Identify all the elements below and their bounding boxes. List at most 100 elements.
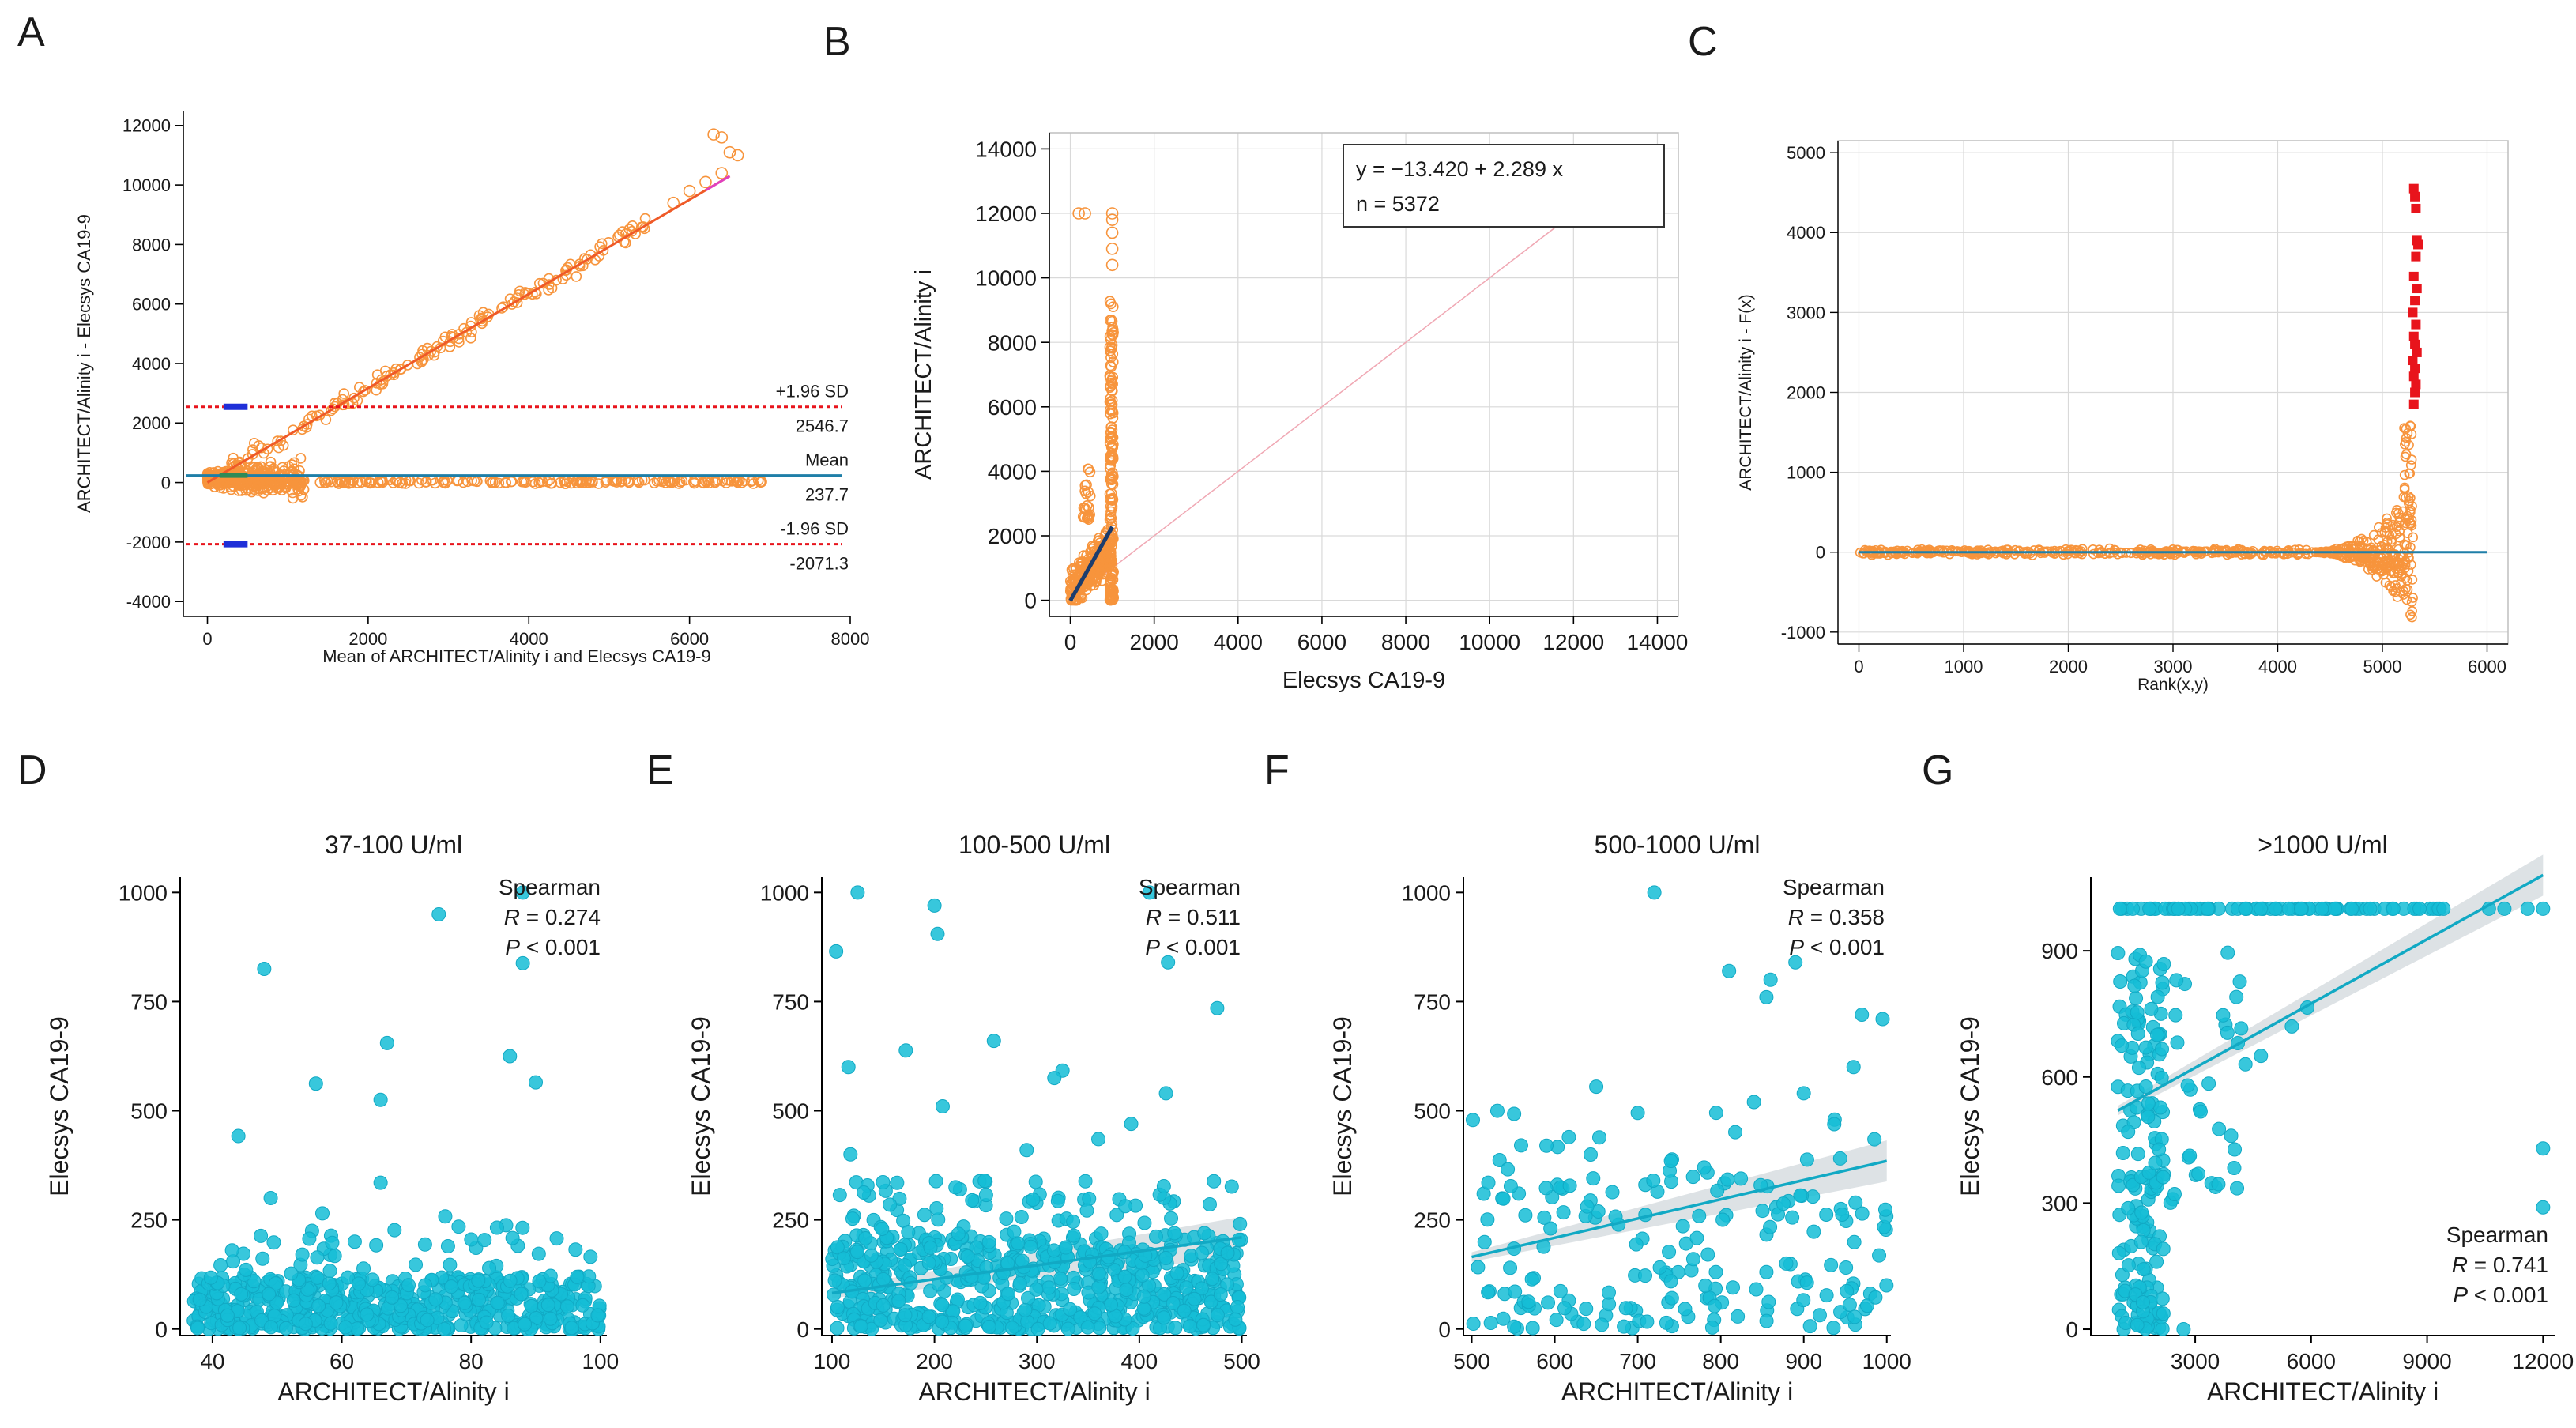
data-point [296, 490, 307, 501]
data-point [373, 1175, 388, 1190]
stats-r-eq: = [520, 905, 545, 929]
x-tick-label: 6000 [670, 629, 709, 649]
data-point [1030, 1321, 1045, 1336]
data-point [1698, 1278, 1713, 1293]
data-point [1166, 1296, 1181, 1311]
data-point [1137, 1215, 1152, 1230]
panel-letter-c: C [1688, 19, 1718, 65]
data-point [464, 1232, 479, 1247]
data-point [1902, 545, 1912, 556]
data-point [638, 221, 649, 232]
y-tick-label: 4000 [988, 459, 1037, 484]
data-point [1629, 1237, 1644, 1252]
data-point [964, 1269, 979, 1284]
data-point [2182, 1148, 2198, 1163]
data-point [2211, 1177, 2226, 1192]
data-point [890, 1175, 905, 1190]
data-point [1704, 1320, 1719, 1335]
stats-r: R = 0.274 [504, 905, 601, 929]
data-point [461, 476, 473, 488]
data-point [2376, 552, 2387, 563]
stats-p-label: P [1145, 935, 1160, 959]
data-point [2118, 1316, 2133, 1331]
data-point [246, 477, 257, 488]
data-point [2130, 1005, 2145, 1020]
stats-p-space [2468, 1283, 2474, 1307]
data-point [755, 477, 766, 488]
panel-c: 0 1000 2000 3000 4000 5000 6000 -1000 0 1000 2000 3… [1737, 140, 2509, 694]
data-point [1855, 1206, 1870, 1221]
stats-p-label: P [505, 935, 520, 959]
outlier-point [2410, 339, 2420, 349]
data-point [921, 1256, 936, 1271]
data-point [531, 1246, 546, 1261]
x-tick-label: 500 [1223, 1349, 1260, 1373]
data-point [2220, 945, 2235, 960]
data-point [232, 1321, 247, 1336]
data-point [2404, 491, 2414, 502]
data-point [1063, 1302, 1078, 1317]
data-point [596, 238, 608, 250]
regression-line [831, 1235, 1242, 1295]
data-point [917, 1208, 932, 1223]
data-point [2150, 1027, 2165, 1042]
y-tick-label: 0 [2066, 1317, 2078, 1342]
x-tick-label: 6000 [1297, 630, 1346, 654]
data-point [1840, 1283, 1855, 1298]
data-point [1846, 1060, 1861, 1075]
y-tick-label: 750 [772, 990, 809, 1015]
data-point [1136, 1301, 1151, 1316]
y-tick-label: 250 [130, 1208, 168, 1233]
data-point [570, 1269, 585, 1284]
chart-title: >1000 U/ml [2258, 831, 2388, 859]
data-point [379, 365, 391, 377]
data-point [417, 1237, 432, 1252]
data-point [1080, 1320, 1095, 1335]
data-point [440, 1239, 455, 1254]
y-axis-label: Elecsys CA19-9 [1956, 1016, 1984, 1196]
data-point [1073, 1310, 1088, 1325]
data-point [369, 1238, 384, 1253]
data-point [1196, 1317, 1211, 1332]
data-point [2344, 901, 2359, 916]
y-tick-label: 8000 [988, 330, 1037, 355]
data-point [891, 1294, 906, 1309]
stats-r: R = 0.741 [2452, 1253, 2548, 1277]
x-tick-label: 3000 [2171, 1349, 2220, 1373]
data-point [1105, 421, 1117, 432]
data-point [443, 1257, 458, 1272]
data-point [2400, 540, 2410, 550]
data-point [999, 1211, 1014, 1226]
data-point [1867, 545, 1877, 556]
y-axis-label: ARCHITECT/Alinity i [911, 269, 936, 480]
data-point [1776, 1196, 1791, 1211]
stats-p: P < 0.001 [1789, 935, 1885, 959]
data-point [1749, 1282, 1764, 1297]
data-point [1088, 579, 1100, 590]
data-point [203, 1270, 218, 1285]
data-point [1513, 1138, 1528, 1153]
outlier-point [2408, 371, 2419, 382]
data-point [1796, 1086, 1811, 1101]
data-point [830, 1240, 845, 1255]
y-tick-label: 8000 [132, 235, 171, 254]
data-point [284, 1266, 299, 1281]
data-point [332, 477, 343, 488]
data-point [338, 388, 350, 399]
data-point [2121, 1200, 2136, 1215]
y-tick-label: 0 [1816, 543, 1825, 563]
data-point [2254, 1049, 2269, 1064]
outlier-point [2410, 364, 2420, 374]
data-point [340, 476, 352, 488]
x-tick-label: 2000 [348, 629, 387, 649]
data-point [1763, 1219, 1778, 1234]
data-point [1231, 1233, 1246, 1248]
equation-box [1343, 144, 1665, 228]
x-tick-label: 2000 [2049, 657, 2088, 676]
y-tick-label: 250 [772, 1208, 809, 1233]
data-point [506, 476, 518, 488]
data-point [1082, 1191, 1097, 1206]
data-point [2353, 544, 2364, 555]
data-point [322, 1276, 337, 1291]
